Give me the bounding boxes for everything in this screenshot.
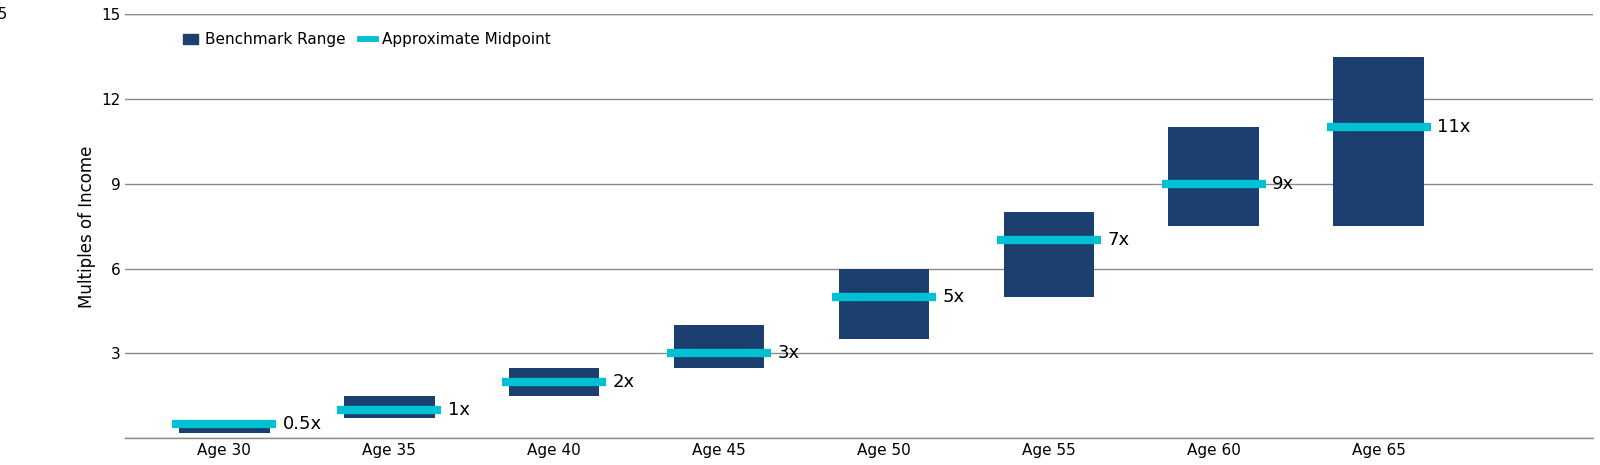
Legend: Benchmark Range, Approximate Midpoint: Benchmark Range, Approximate Midpoint [178, 27, 557, 53]
Bar [1333, 57, 1424, 226]
Text: 3x: 3x [778, 345, 800, 362]
Text: 9x: 9x [1272, 175, 1294, 193]
Text: 11x: 11x [1437, 119, 1470, 136]
Text: 5x: 5x [942, 288, 965, 306]
Bar [1003, 212, 1094, 297]
Bar [1168, 127, 1259, 226]
Bar [179, 424, 270, 432]
Text: 0.5x: 0.5x [283, 415, 322, 433]
Text: 2x: 2x [613, 372, 635, 391]
Y-axis label: Multiples of Income: Multiples of Income [78, 145, 96, 307]
Text: 15: 15 [0, 7, 8, 22]
Bar [344, 396, 435, 418]
Text: 7x: 7x [1107, 232, 1130, 249]
Text: 1x: 1x [448, 401, 470, 419]
Bar [509, 367, 600, 396]
Bar [838, 269, 930, 339]
Bar [674, 325, 765, 367]
